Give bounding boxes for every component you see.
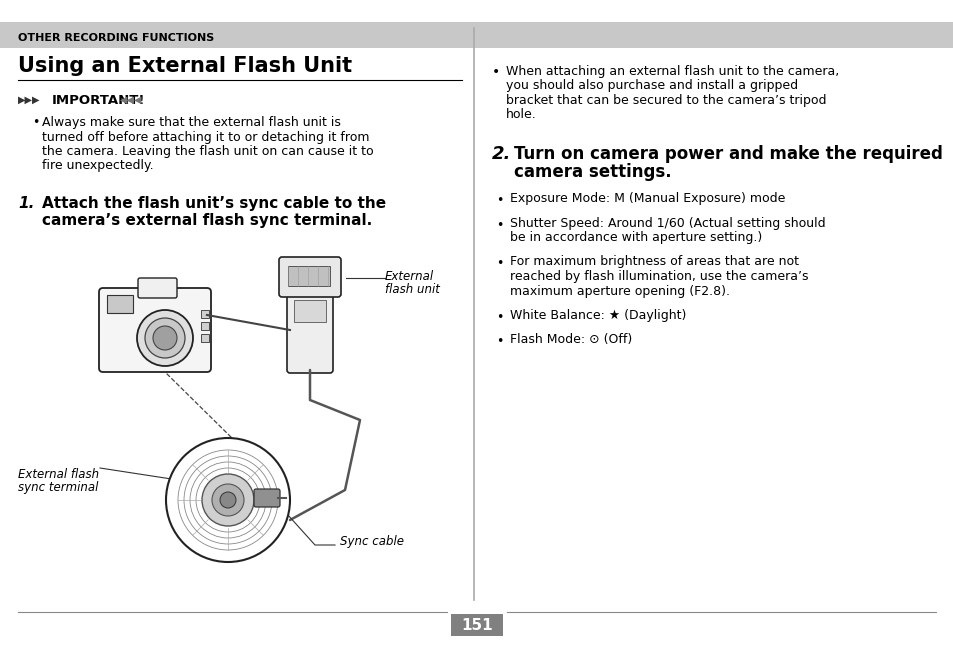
Text: flash unit: flash unit — [385, 283, 439, 296]
Text: Sync cable: Sync cable — [339, 536, 403, 548]
Circle shape — [145, 318, 185, 358]
Text: •: • — [496, 258, 503, 271]
Text: 2.: 2. — [492, 145, 511, 163]
Text: •: • — [492, 65, 499, 79]
Text: External flash: External flash — [18, 468, 99, 481]
Text: •: • — [496, 335, 503, 348]
Text: Using an External Flash Unit: Using an External Flash Unit — [18, 56, 352, 76]
Text: ◀◀◀: ◀◀◀ — [120, 95, 142, 105]
Text: •: • — [496, 218, 503, 231]
Circle shape — [202, 474, 253, 526]
Circle shape — [220, 492, 235, 508]
Text: White Balance: ★ (Daylight): White Balance: ★ (Daylight) — [510, 309, 685, 322]
Bar — [201, 310, 209, 318]
Text: sync terminal: sync terminal — [18, 481, 98, 494]
Text: camera’s external flash sync terminal.: camera’s external flash sync terminal. — [42, 213, 372, 228]
FancyBboxPatch shape — [99, 288, 211, 372]
Text: Turn on camera power and make the required: Turn on camera power and make the requir… — [514, 145, 942, 163]
Text: camera settings.: camera settings. — [514, 163, 671, 181]
Text: •: • — [496, 311, 503, 324]
Text: ▶▶▶: ▶▶▶ — [18, 95, 40, 105]
Circle shape — [166, 438, 290, 562]
Text: the camera. Leaving the flash unit on can cause it to: the camera. Leaving the flash unit on ca… — [42, 145, 374, 158]
Circle shape — [152, 326, 177, 350]
FancyBboxPatch shape — [278, 257, 340, 297]
Circle shape — [137, 310, 193, 366]
Bar — [294, 300, 326, 322]
Bar — [0, 22, 953, 48]
Text: OTHER RECORDING FUNCTIONS: OTHER RECORDING FUNCTIONS — [18, 33, 214, 43]
Text: •: • — [32, 116, 39, 129]
Text: reached by flash illumination, use the camera’s: reached by flash illumination, use the c… — [510, 270, 807, 283]
Bar — [107, 295, 132, 313]
Text: hole.: hole. — [505, 109, 537, 121]
FancyBboxPatch shape — [287, 287, 333, 373]
Text: When attaching an external flash unit to the camera,: When attaching an external flash unit to… — [505, 65, 839, 78]
Text: bracket that can be secured to the camera’s tripod: bracket that can be secured to the camer… — [505, 94, 825, 107]
Text: 1.: 1. — [18, 196, 34, 211]
Text: IMPORTANT!: IMPORTANT! — [52, 94, 146, 107]
Text: For maximum brightness of areas that are not: For maximum brightness of areas that are… — [510, 256, 799, 269]
Text: turned off before attaching it to or detaching it from: turned off before attaching it to or det… — [42, 130, 369, 143]
Bar — [201, 334, 209, 342]
Text: you should also purchase and install a gripped: you should also purchase and install a g… — [505, 79, 798, 92]
Text: Attach the flash unit’s sync cable to the: Attach the flash unit’s sync cable to th… — [42, 196, 386, 211]
Bar — [288, 266, 330, 286]
Circle shape — [212, 484, 244, 516]
Text: be in accordance with aperture setting.): be in accordance with aperture setting.) — [510, 231, 761, 244]
Text: fire unexpectedly.: fire unexpectedly. — [42, 160, 153, 172]
Text: 151: 151 — [460, 618, 493, 632]
Text: maximum aperture opening (F2.8).: maximum aperture opening (F2.8). — [510, 284, 729, 298]
Bar — [451, 614, 502, 636]
FancyBboxPatch shape — [138, 278, 177, 298]
Text: Shutter Speed: Around 1/60 (Actual setting should: Shutter Speed: Around 1/60 (Actual setti… — [510, 216, 824, 229]
Text: External: External — [385, 270, 434, 283]
FancyBboxPatch shape — [253, 489, 280, 507]
Text: Flash Mode: ⊙ (Off): Flash Mode: ⊙ (Off) — [510, 333, 632, 346]
Text: Always make sure that the external flash unit is: Always make sure that the external flash… — [42, 116, 340, 129]
Text: •: • — [496, 194, 503, 207]
Bar — [201, 322, 209, 330]
Text: Exposure Mode: M (Manual Exposure) mode: Exposure Mode: M (Manual Exposure) mode — [510, 192, 784, 205]
